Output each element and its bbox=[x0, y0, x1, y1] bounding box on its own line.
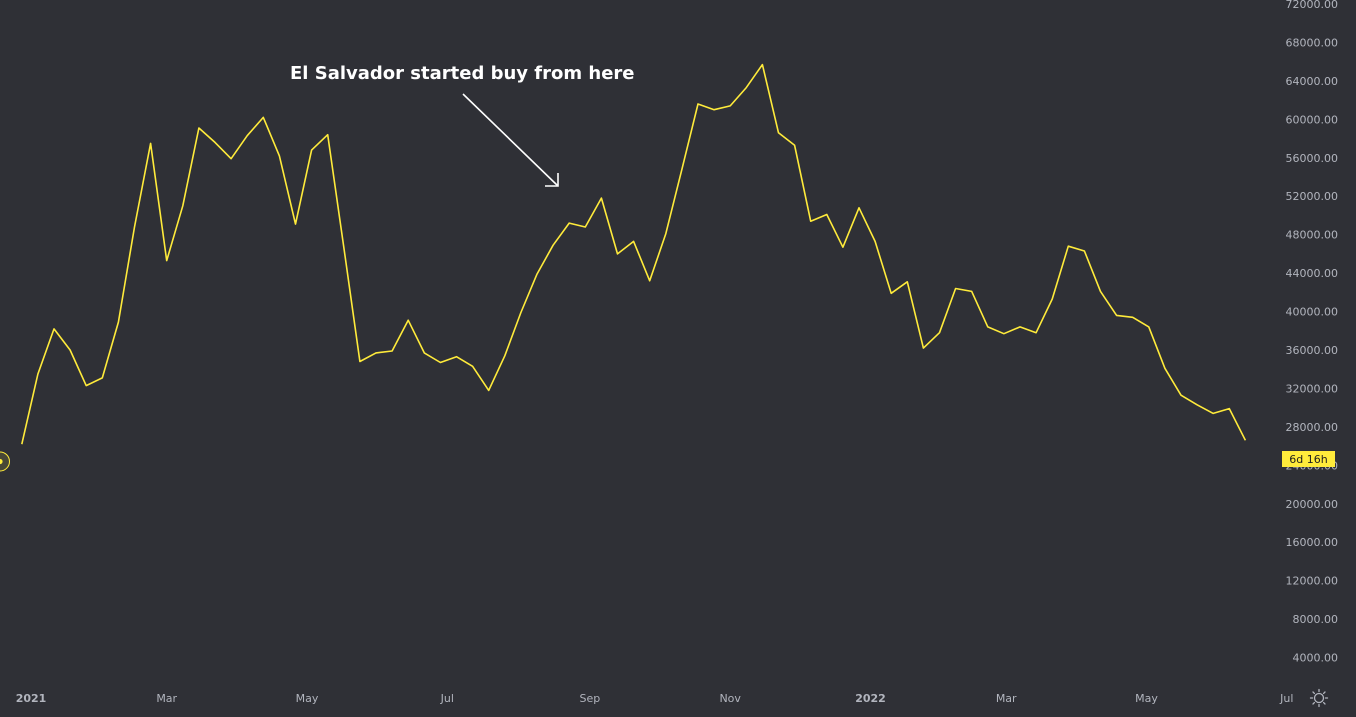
y-tick-label: 12000.00 bbox=[1286, 575, 1339, 588]
y-tick-label: 4000.00 bbox=[1293, 652, 1339, 665]
y-axis[interactable]: 4000.008000.0012000.0016000.0020000.0024… bbox=[1286, 0, 1339, 665]
x-tick-label: 2022 bbox=[855, 692, 886, 705]
y-tick-label: 68000.00 bbox=[1286, 36, 1339, 49]
countdown-badge: 6d 16h bbox=[1282, 451, 1335, 467]
y-tick-label: 60000.00 bbox=[1286, 113, 1339, 126]
x-tick-label: Nov bbox=[719, 692, 741, 705]
y-tick-label: 44000.00 bbox=[1286, 267, 1339, 280]
y-tick-label: 16000.00 bbox=[1286, 536, 1339, 549]
annotation-arrow bbox=[462, 93, 559, 187]
countdown-badge-bg bbox=[1282, 451, 1335, 467]
y-tick-label: 40000.00 bbox=[1286, 306, 1339, 319]
x-tick-label: Jul bbox=[440, 692, 454, 705]
series-layer bbox=[21, 63, 1247, 445]
x-axis[interactable]: 2021 Mar May Jul Sep Nov 2022 Mar May Jul bbox=[16, 692, 1294, 705]
last-point-ring bbox=[0, 451, 10, 472]
y-tick-label: 56000.00 bbox=[1286, 152, 1339, 165]
y-tick-label: 72000.00 bbox=[1286, 0, 1339, 11]
x-tick-label: Mar bbox=[996, 692, 1017, 705]
x-tick-label: Jul bbox=[1279, 692, 1293, 705]
x-tick-label: 2021 bbox=[16, 692, 47, 705]
gear-icon[interactable] bbox=[1309, 688, 1329, 708]
annotation-arrowhead bbox=[545, 173, 559, 187]
y-tick-label: 36000.00 bbox=[1286, 344, 1339, 357]
y-tick-label: 52000.00 bbox=[1286, 190, 1339, 203]
y-tick-label: 28000.00 bbox=[1286, 421, 1339, 434]
y-tick-label: 20000.00 bbox=[1286, 498, 1339, 511]
y-tick-label: 64000.00 bbox=[1286, 75, 1339, 88]
countdown-badge-label: 6d 16h bbox=[1289, 453, 1327, 466]
y-tick-label: 48000.00 bbox=[1286, 229, 1339, 242]
x-tick-label: Mar bbox=[156, 692, 177, 705]
series-line bbox=[21, 63, 1247, 445]
last-point-marker bbox=[0, 451, 10, 472]
x-tick-label: Sep bbox=[580, 692, 601, 705]
x-tick-label: May bbox=[296, 692, 319, 705]
annotation: El Salvador started buy from here bbox=[290, 63, 635, 187]
y-tick-label: 32000.00 bbox=[1286, 382, 1339, 395]
annotation-text: El Salvador started buy from here bbox=[290, 63, 635, 84]
y-tick-label: 8000.00 bbox=[1293, 613, 1339, 626]
x-tick-label: May bbox=[1135, 692, 1158, 705]
last-point-dot bbox=[0, 458, 3, 465]
